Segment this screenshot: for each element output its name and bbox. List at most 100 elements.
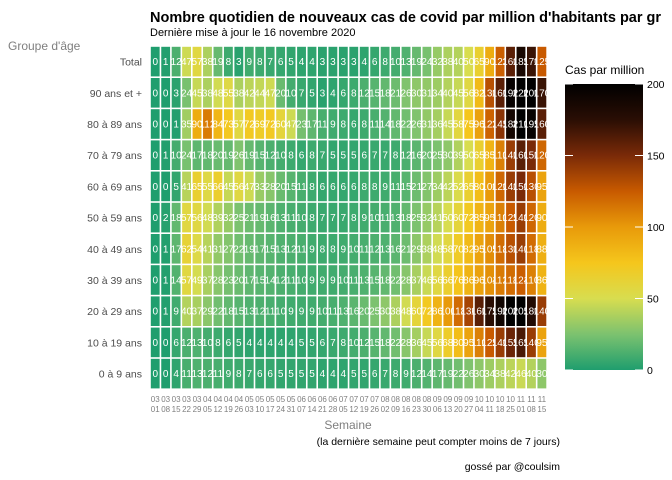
cell-value-label: 13 xyxy=(359,276,371,287)
heatmap-cell xyxy=(412,327,421,358)
chart-subtitle: Dernière mise à jour le 16 novembre 2020 xyxy=(150,27,356,39)
heatmap-cell xyxy=(161,46,171,77)
heatmap-cell xyxy=(203,234,212,264)
cell-value-label: 3 xyxy=(173,88,179,99)
heatmap-cell xyxy=(203,265,212,295)
cell-value-label: 45 xyxy=(442,120,454,131)
cell-value-label: 18 xyxy=(171,213,183,224)
heatmap-cell xyxy=(401,265,411,295)
cell-value-label: 37 xyxy=(411,276,423,287)
heatmap-cell xyxy=(161,171,171,202)
heatmap-cell xyxy=(203,327,212,358)
heatmap-cell xyxy=(422,109,432,139)
cell-value-label: 9 xyxy=(226,369,232,380)
cell-value-label: 12 xyxy=(359,88,371,99)
x-tick-label: 06 xyxy=(318,395,327,404)
x-tick-label: 05 xyxy=(203,405,212,414)
cell-value-label: 0 xyxy=(163,369,169,380)
heatmap-cell xyxy=(338,140,348,170)
cell-value-label: 8 xyxy=(320,244,326,255)
cell-value-label: 7 xyxy=(330,213,336,224)
cell-value-label: 120 xyxy=(523,213,540,224)
heatmap-cell xyxy=(265,234,275,264)
heatmap-cell xyxy=(276,78,286,108)
cell-value-label: 130 xyxy=(523,182,540,193)
cell-value-label: 20 xyxy=(275,88,287,99)
heatmap-cell xyxy=(307,202,317,233)
cell-value-label: 5 xyxy=(309,369,315,380)
cell-value-label: 0 xyxy=(152,120,158,131)
heatmap-cell xyxy=(192,327,202,358)
cell-value-label: 11 xyxy=(390,182,401,193)
heatmap-cell xyxy=(297,140,306,170)
cell-value-label: 33 xyxy=(254,182,266,193)
cell-value-label: 32 xyxy=(421,213,433,224)
heatmap-cell xyxy=(244,296,254,326)
cell-value-label: 11 xyxy=(286,213,297,224)
heatmap-cell xyxy=(370,46,380,77)
cell-value-label: 8 xyxy=(309,151,315,162)
x-tick-label: 14 xyxy=(308,405,317,414)
heatmap-cell xyxy=(506,202,515,233)
cell-value-label: 7 xyxy=(299,88,305,99)
heatmap-cell xyxy=(318,78,327,108)
cell-value-label: 9 xyxy=(309,244,315,255)
cell-value-label: 80 xyxy=(474,182,486,193)
heatmap-cell xyxy=(506,358,515,389)
heatmap-cell xyxy=(223,234,233,264)
heatmap-cell xyxy=(537,109,547,139)
heatmap-cell xyxy=(265,296,275,326)
x-tick-label: 16 xyxy=(402,405,411,414)
heatmap-cell xyxy=(474,202,484,233)
heatmap-cell xyxy=(244,234,254,264)
heatmap-cell xyxy=(349,327,359,358)
cell-value-label: 11 xyxy=(265,307,276,318)
heatmap-cell xyxy=(307,296,317,326)
cell-value-label: 22 xyxy=(390,338,402,349)
heatmap-cell xyxy=(453,358,463,389)
legend-colorbar xyxy=(565,84,643,370)
cell-value-label: 5 xyxy=(299,369,305,380)
heatmap-cell xyxy=(318,358,327,389)
cell-value-label: 62 xyxy=(181,244,193,255)
cell-value-label: 3 xyxy=(320,88,326,99)
heatmap-cell xyxy=(516,327,526,358)
cell-value-label: 9 xyxy=(173,307,179,318)
heatmap-cell xyxy=(506,265,515,295)
heatmap-cell xyxy=(286,202,296,233)
heatmap-cell xyxy=(516,202,526,233)
cell-value-label: 8 xyxy=(341,120,347,131)
heatmap-cell xyxy=(474,78,484,108)
heatmap-cell xyxy=(318,109,327,139)
heatmap-cell xyxy=(276,296,286,326)
cell-value-label: 29 xyxy=(202,307,214,318)
cell-value-label: 42 xyxy=(442,182,454,193)
legend-ticks: 0 50 100 150 200 xyxy=(565,79,665,377)
x-tick-label: 29 xyxy=(193,405,202,414)
legend-tick-label: 200 xyxy=(647,79,665,91)
cell-value-label: 10 xyxy=(171,151,183,162)
heatmap-cell xyxy=(161,78,171,108)
cell-value-label: 30 xyxy=(474,369,486,380)
heatmap-cell xyxy=(527,202,536,233)
heatmap-cell xyxy=(516,358,526,389)
cell-value-label: 20 xyxy=(212,151,224,162)
heatmap-cell xyxy=(474,296,484,326)
cell-value-label: 45 xyxy=(223,182,235,193)
heatmap-cell xyxy=(370,140,380,170)
heatmap-cell xyxy=(495,265,505,295)
cell-value-label: 122 xyxy=(481,120,498,131)
x-tick-label: 08 xyxy=(381,395,390,404)
cell-value-label: 57 xyxy=(181,213,193,224)
cell-value-label: 5 xyxy=(351,369,357,380)
heatmap-cell xyxy=(255,78,265,108)
cell-value-label: 66 xyxy=(212,182,224,193)
cell-value-label: 150 xyxy=(523,151,540,162)
heatmap-cell xyxy=(453,140,463,170)
cell-value-label: 210 xyxy=(513,120,530,131)
x-tick-label: 07 xyxy=(349,395,358,404)
y-tick-label: Total xyxy=(120,57,142,69)
heatmap-cell xyxy=(495,327,505,358)
heatmap-cell xyxy=(453,296,463,326)
cell-value-label: 72 xyxy=(265,120,277,131)
